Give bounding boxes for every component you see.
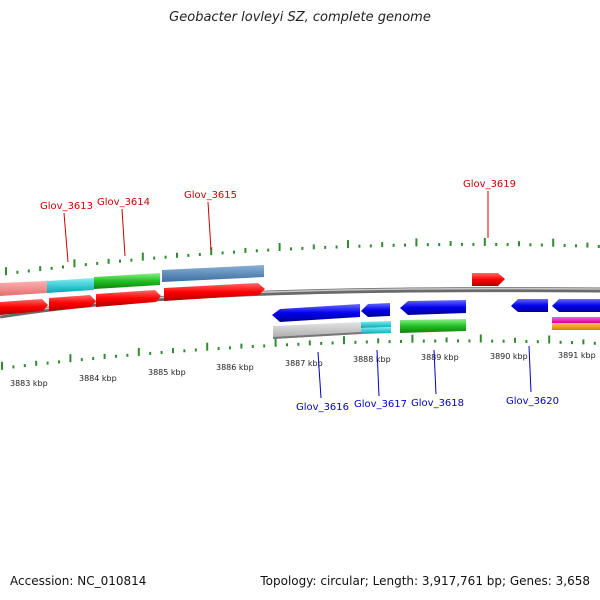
gene-bar-3614 bbox=[94, 273, 160, 289]
gene-arrow-3613 bbox=[49, 295, 96, 311]
gene-label-reverse[interactable]: Glov_3617 bbox=[354, 399, 407, 410]
leader-line bbox=[121, 208, 126, 257]
kbp-label: 3884 kbp bbox=[79, 374, 117, 383]
gene-arrow-3620 bbox=[511, 299, 548, 312]
gene-arrow-3614 bbox=[96, 290, 161, 307]
leader-line bbox=[317, 351, 322, 399]
gene-label-reverse[interactable]: Glov_3616 bbox=[296, 402, 349, 413]
kbp-label: 3885 kbp bbox=[148, 368, 186, 377]
gene-bar-3617a bbox=[361, 321, 391, 328]
bottom-ruler-ticks bbox=[1, 334, 596, 370]
gene-bar-3620a bbox=[552, 317, 600, 323]
kbp-label: 3888 kbp bbox=[353, 355, 391, 364]
kbp-label: 3890 kbp bbox=[490, 352, 528, 361]
kbp-label: 3886 kbp bbox=[216, 363, 254, 372]
accession-text: Accession: NC_010814 bbox=[10, 574, 147, 588]
gene-arrow-3612 bbox=[0, 299, 48, 315]
gene-bar-3613a bbox=[0, 281, 47, 296]
kbp-label: 3887 kbp bbox=[285, 359, 323, 368]
gene-bar-3616-edge bbox=[273, 332, 361, 339]
top-ruler-ticks bbox=[5, 237, 600, 276]
leader-line bbox=[433, 349, 437, 395]
gene-arrow-3619 bbox=[472, 273, 505, 286]
gene-arrow-3615 bbox=[164, 283, 265, 301]
gene-label-reverse[interactable]: Glov_3620 bbox=[506, 396, 559, 407]
gene-arrow-3616 bbox=[272, 304, 360, 322]
leader-line bbox=[207, 201, 212, 251]
gene-arrow-3621 bbox=[552, 299, 600, 312]
gene-bar-3613b bbox=[47, 278, 94, 293]
gene-label-forward[interactable]: Glov_3614 bbox=[97, 197, 150, 208]
gene-arrow-3617 bbox=[361, 303, 390, 317]
gene-label-forward[interactable]: Glov_3613 bbox=[40, 201, 93, 212]
leader-line bbox=[63, 212, 69, 263]
gene-bar-3617b bbox=[361, 327, 391, 334]
gene-arrow-3618 bbox=[400, 300, 466, 315]
kbp-label: 3883 kbp bbox=[10, 379, 48, 388]
kbp-label: 3891 kbp bbox=[558, 351, 596, 360]
map-title: Geobacter lovleyi SZ, complete genome bbox=[169, 10, 431, 25]
gene-label-reverse[interactable]: Glov_3618 bbox=[411, 398, 464, 409]
leader-line bbox=[528, 345, 532, 393]
gene-label-forward[interactable]: Glov_3615 bbox=[184, 190, 237, 201]
leader-line bbox=[376, 349, 380, 397]
gene-bar-3615 bbox=[162, 265, 264, 282]
gene-bar-3618 bbox=[400, 319, 466, 333]
topology-text: Topology: circular; Length: 3,917,761 bp… bbox=[260, 574, 590, 588]
kbp-label: 3889 kbp bbox=[421, 353, 459, 362]
gene-label-forward[interactable]: Glov_3619 bbox=[463, 179, 516, 190]
gene-bar-3620b bbox=[552, 323, 600, 330]
